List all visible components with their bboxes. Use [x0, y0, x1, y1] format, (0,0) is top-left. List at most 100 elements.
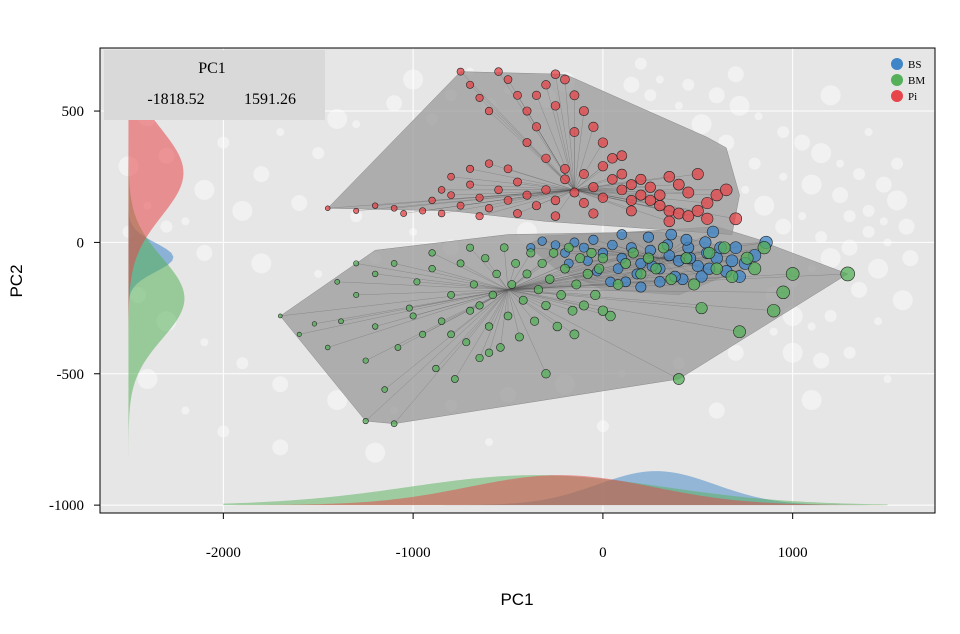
- point-Pi: [720, 183, 733, 197]
- background-point: [820, 85, 841, 106]
- point-Pi: [484, 204, 494, 213]
- spoke-BM: [450, 289, 509, 335]
- spoke-Pi: [574, 126, 594, 190]
- background-point: [811, 143, 832, 164]
- point-BS: [665, 228, 677, 241]
- y-tick-label: 0: [77, 235, 85, 251]
- spoke-BM: [416, 281, 509, 290]
- point-BM: [353, 291, 360, 298]
- spoke-BM: [337, 281, 509, 290]
- point-BM: [437, 317, 446, 325]
- range-box-max: 1591.26: [244, 91, 296, 108]
- point-BM: [533, 285, 543, 295]
- spoke-BM: [507, 289, 558, 327]
- point-BM: [451, 375, 459, 383]
- background-point: [898, 218, 915, 235]
- point-BM: [499, 243, 509, 252]
- spoke-BM: [507, 289, 573, 311]
- point-BM: [372, 270, 379, 278]
- point-Pi: [560, 174, 570, 185]
- point-Pi: [522, 106, 532, 116]
- spoke-Pi: [526, 189, 575, 196]
- point-Pi: [353, 207, 360, 214]
- point-Pi: [494, 67, 503, 76]
- point-BM: [695, 302, 708, 315]
- point-BM: [556, 290, 566, 300]
- point-Pi: [578, 198, 589, 208]
- point-BM: [353, 260, 360, 267]
- point-Pi: [625, 194, 637, 206]
- x-tick-label: -1000: [396, 545, 431, 561]
- point-Pi: [607, 174, 618, 185]
- point-Pi: [390, 204, 398, 212]
- point-BM: [710, 262, 723, 275]
- spoke-BM: [508, 289, 596, 296]
- point-BS: [537, 236, 547, 246]
- point-BM: [456, 259, 465, 268]
- background-point: [769, 327, 778, 336]
- point-Pi: [447, 172, 455, 181]
- background-point: [276, 128, 285, 137]
- point-Pi: [625, 205, 637, 217]
- point-BM: [428, 249, 436, 257]
- point-Pi: [691, 204, 704, 217]
- point-BM: [673, 373, 685, 385]
- point-Pi: [578, 106, 589, 117]
- point-BM: [612, 279, 624, 290]
- point-Pi: [654, 189, 666, 201]
- background-point: [843, 210, 856, 223]
- point-Pi: [663, 215, 676, 228]
- point-Pi: [513, 90, 522, 100]
- point-BM: [390, 420, 398, 427]
- point-Pi: [522, 138, 532, 148]
- point-Pi: [663, 171, 676, 183]
- background-point: [820, 248, 841, 269]
- point-BM: [586, 247, 597, 258]
- point-Pi: [560, 74, 570, 85]
- spoke-BM: [488, 289, 509, 353]
- background-point: [409, 227, 418, 236]
- point-Pi: [513, 177, 522, 187]
- spoke-Pi: [479, 189, 575, 217]
- point-BM: [462, 338, 471, 347]
- background-point: [196, 244, 213, 261]
- point-Pi: [531, 90, 542, 100]
- point-BM: [548, 248, 559, 258]
- point-Pi: [513, 209, 522, 218]
- density-x-Pi: [223, 475, 888, 506]
- background-point: [874, 317, 883, 326]
- point-Pi: [569, 90, 580, 101]
- point-Pi: [635, 173, 647, 185]
- y-tick-label: -500: [57, 367, 85, 383]
- background-point: [674, 101, 683, 110]
- x-tick-label: 0: [599, 545, 607, 561]
- spoke-BM: [507, 289, 535, 322]
- pc1-density-curves: [223, 471, 888, 506]
- y-tick-label: 500: [62, 104, 85, 120]
- point-BM: [394, 344, 402, 351]
- point-BM: [597, 305, 609, 316]
- range-box-title: PC1: [198, 60, 226, 77]
- background-point: [887, 190, 908, 211]
- background-point: [253, 166, 270, 183]
- background-point: [236, 357, 249, 370]
- spoke-BM: [365, 289, 509, 422]
- point-BM: [571, 279, 582, 290]
- background-point: [655, 75, 664, 84]
- point-BM: [578, 300, 589, 311]
- spoke-BM: [507, 289, 611, 317]
- background-point: [727, 344, 744, 361]
- spoke-Pi: [488, 110, 575, 190]
- point-BM: [311, 321, 318, 327]
- point-Pi: [456, 67, 465, 76]
- point-Pi: [644, 181, 656, 193]
- point-BM: [688, 278, 700, 291]
- background-point: [403, 69, 424, 90]
- legend-label-Pi: Pi: [908, 91, 917, 103]
- point-Pi: [597, 192, 609, 203]
- density-y-Pi: [128, 71, 184, 458]
- spoke-Pi: [574, 189, 670, 222]
- spoke-Pi: [536, 95, 575, 190]
- point-Pi: [466, 180, 475, 189]
- point-BM: [362, 357, 369, 364]
